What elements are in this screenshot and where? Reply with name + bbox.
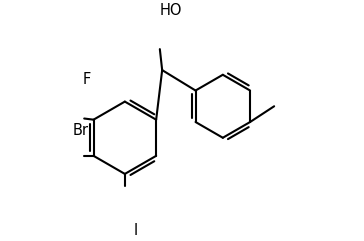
Text: I: I bbox=[133, 223, 138, 238]
Text: Br: Br bbox=[72, 123, 88, 138]
Text: HO: HO bbox=[160, 3, 182, 18]
Text: F: F bbox=[83, 72, 91, 87]
